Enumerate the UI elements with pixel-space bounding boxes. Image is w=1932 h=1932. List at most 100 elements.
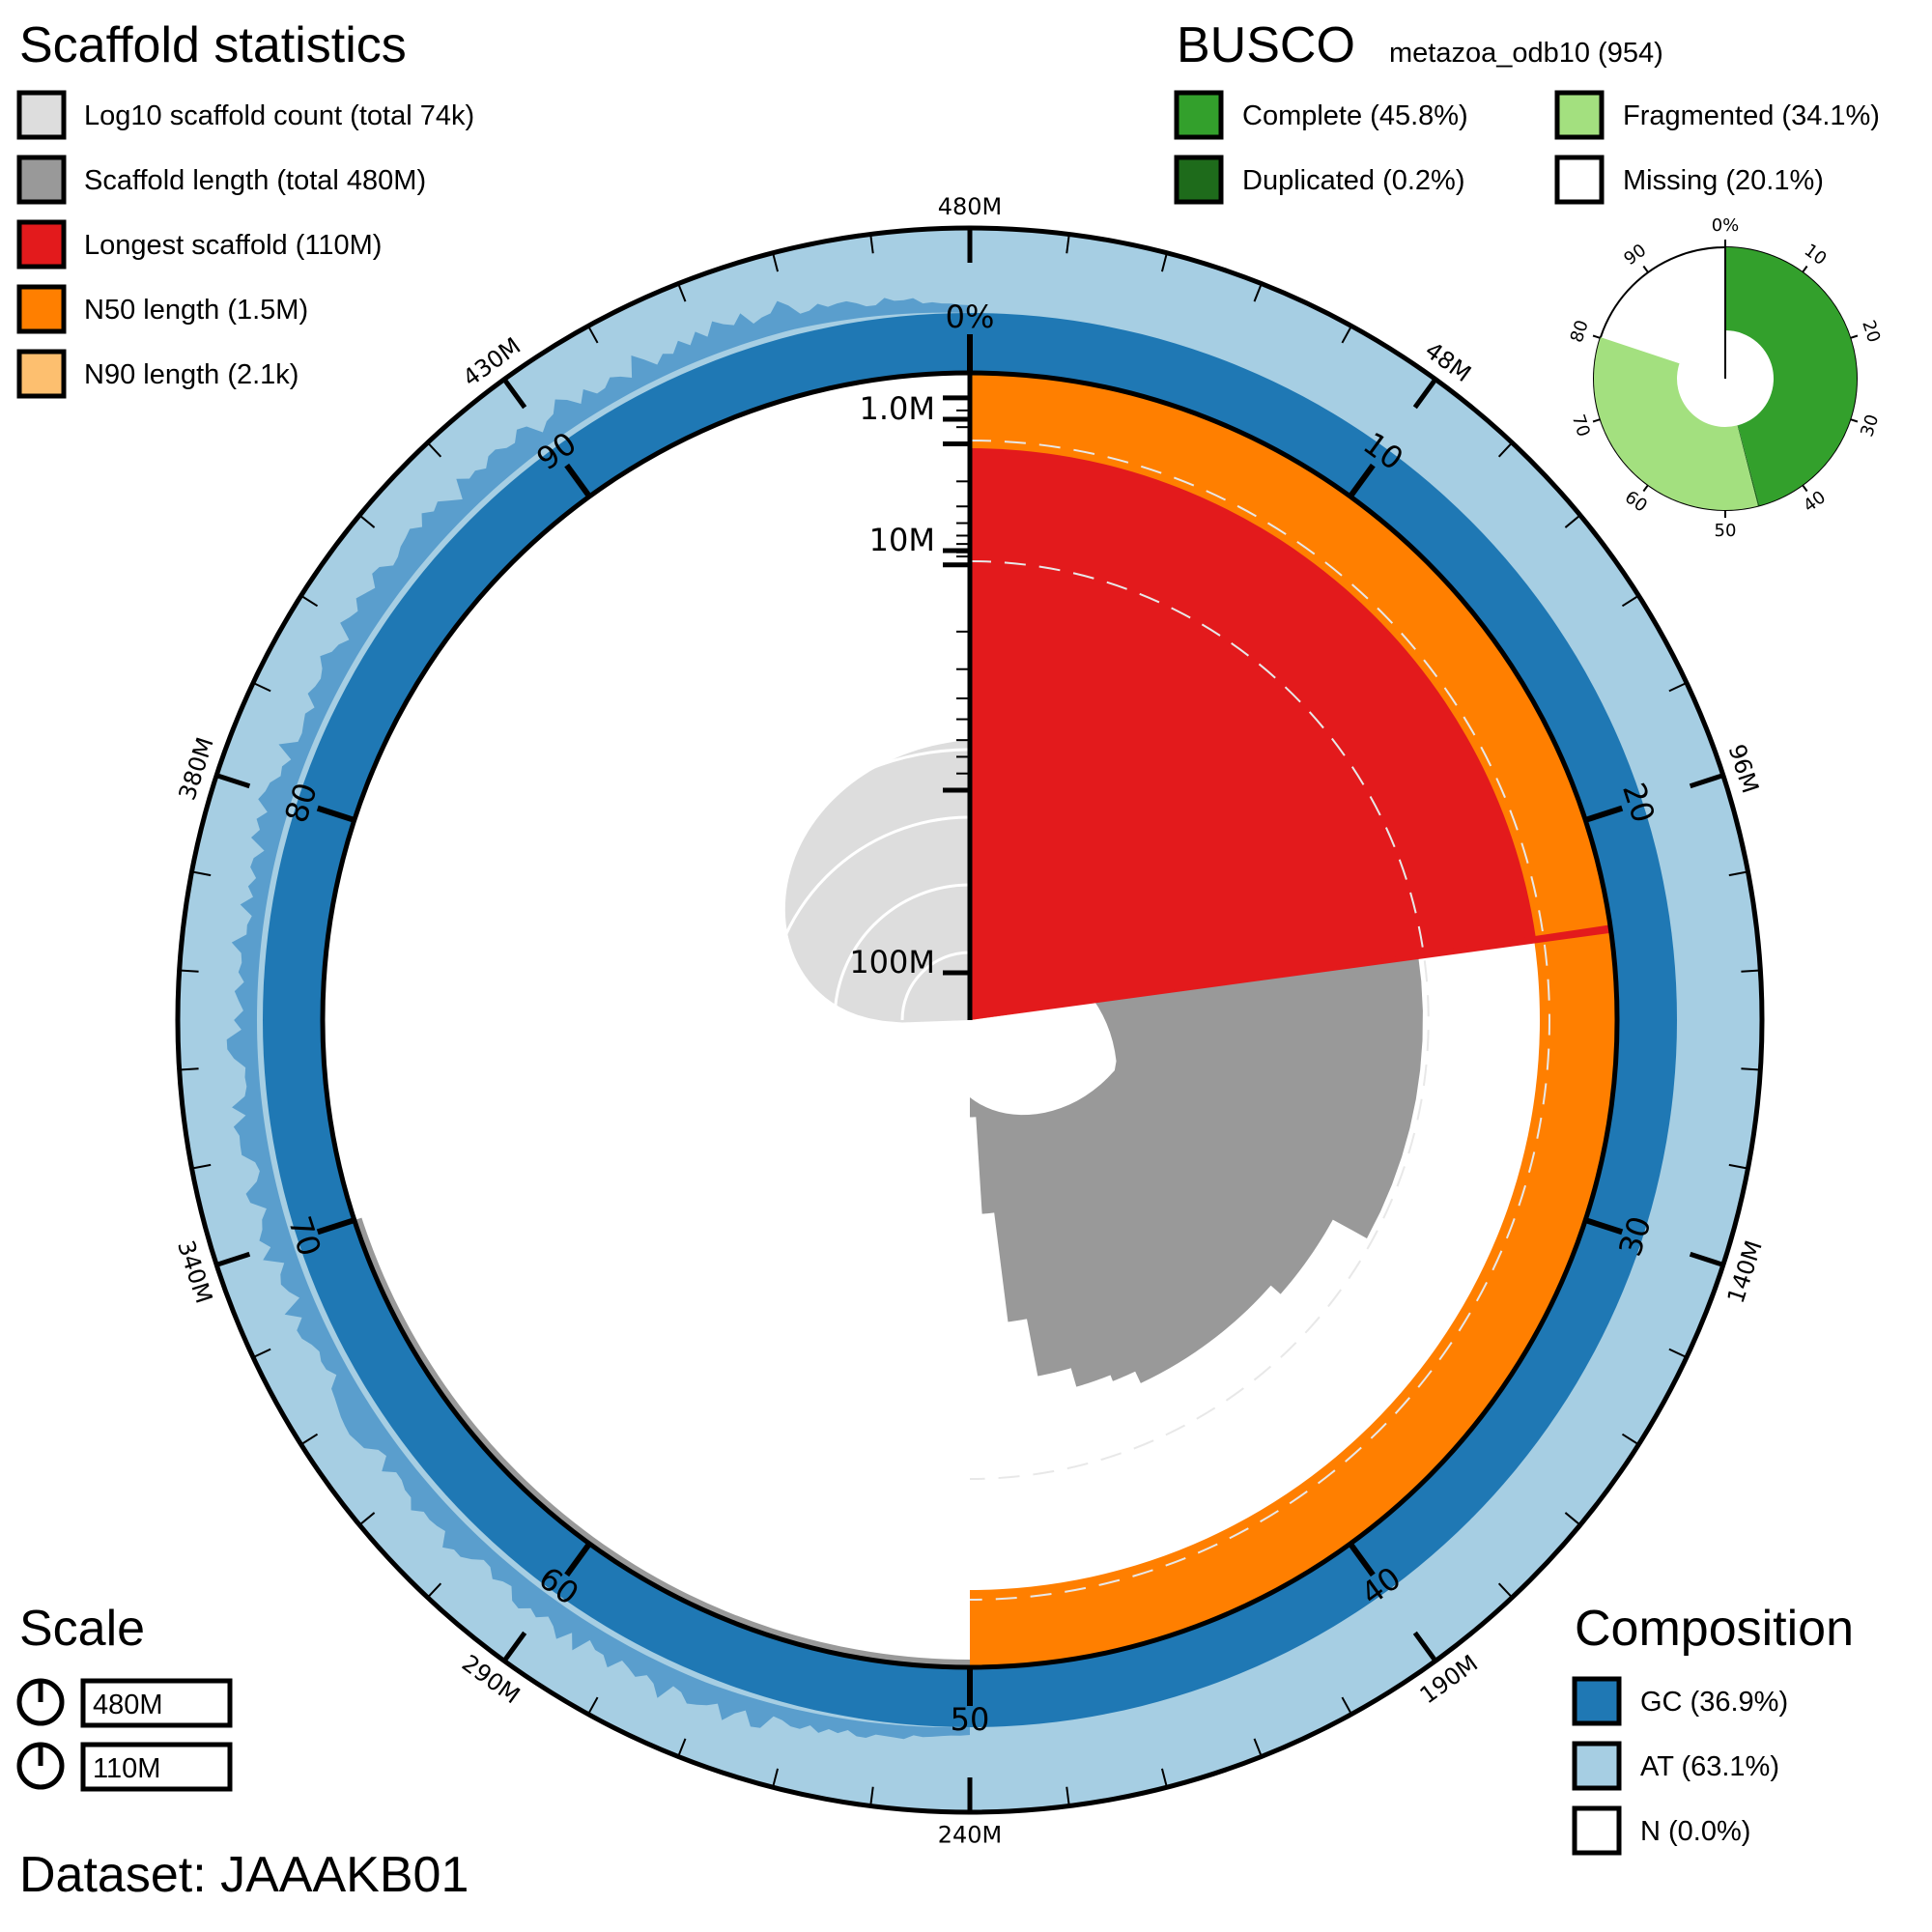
outer-scale-tick xyxy=(1253,283,1263,302)
scaffold-legend-label: Longest scaffold (110M) xyxy=(84,230,382,261)
outer-scale-tick xyxy=(252,681,271,693)
composition-legend-label: N (0.0%) xyxy=(1640,1816,1750,1847)
busco-title: BUSCO xyxy=(1177,17,1355,73)
busco-tick xyxy=(1642,265,1649,273)
scaffold-legend-swatch xyxy=(16,219,67,270)
outer-scale-label: 240M xyxy=(938,1822,1003,1849)
outer-scale-tick xyxy=(677,1738,687,1757)
outer-scale-tick xyxy=(179,1067,199,1071)
outer-scale-tick xyxy=(1564,1512,1581,1526)
scale-value-box xyxy=(80,1742,233,1792)
outer-scale-tick xyxy=(1160,1768,1168,1788)
busco-legend-swatch xyxy=(1174,90,1224,140)
outer-scale-tick xyxy=(501,378,527,410)
busco-tick-label: 0% xyxy=(1712,215,1740,236)
busco-complete-arc xyxy=(1725,247,1857,506)
percent-tick xyxy=(1584,805,1624,823)
outer-scale-tick xyxy=(1668,1348,1688,1359)
outer-scale-tick xyxy=(677,283,687,302)
scale-value-box xyxy=(80,1678,233,1728)
busco-legend-label: Complete (45.8%) xyxy=(1242,100,1468,131)
scaffold-legend-label: N50 length (1.5M) xyxy=(84,295,308,326)
busco-legend-label: Fragmented (34.1%) xyxy=(1623,100,1880,131)
busco-donut-chart: 0% 10 20 30 40 50 60 70 80 90 xyxy=(1567,215,1885,541)
percent-tick xyxy=(316,805,355,823)
busco-legend-label: Missing (20.1%) xyxy=(1623,165,1824,196)
outer-scale-tick xyxy=(587,1696,599,1716)
busco-tick xyxy=(1802,265,1808,273)
outer-scale-tick xyxy=(1412,1631,1438,1662)
log10-count-gridline xyxy=(765,815,969,1021)
outer-scale-tick xyxy=(179,969,199,973)
outer-scale-tick xyxy=(191,1163,212,1170)
busco-duplicated-arc xyxy=(1737,425,1760,506)
outer-scale-tick xyxy=(1497,1582,1514,1599)
outer-scale-tick xyxy=(426,441,442,458)
outer-scale-tick xyxy=(1668,681,1688,693)
busco-tick-label: 90 xyxy=(1620,241,1650,270)
composition-legend-swatch xyxy=(1572,1805,1622,1856)
composition-legend-label: AT (63.1%) xyxy=(1640,1751,1779,1782)
outer-scale-tick xyxy=(1741,1067,1761,1071)
busco-legend-swatch xyxy=(1554,90,1605,140)
busco-lineage: metazoa_odb10 (954) xyxy=(1389,38,1663,69)
log10-count-gridline xyxy=(900,951,970,1021)
busco-tick-label: 60 xyxy=(1621,487,1651,516)
outer-scale-tick xyxy=(1253,1738,1263,1757)
radial-axis-label: 1.0M xyxy=(860,390,936,427)
log10-count-spiral xyxy=(784,740,970,1023)
busco-tick-label: 20 xyxy=(1858,318,1884,345)
scale-title: Scale xyxy=(19,1601,145,1657)
scaffold-legend-swatch xyxy=(16,155,67,205)
longest-scaffold-wedge xyxy=(970,448,1536,1020)
percent-tick xyxy=(1584,1217,1624,1236)
outer-scale-tick xyxy=(587,325,599,344)
busco-tick xyxy=(1642,484,1649,493)
busco-tick xyxy=(1802,484,1808,493)
scaffold-length-area xyxy=(970,894,1423,1387)
percent-tick xyxy=(1348,1542,1376,1577)
log10-count-gridline xyxy=(697,748,969,1021)
busco-tick-label: 10 xyxy=(1801,241,1831,270)
composition-legend-label: GC (36.9%) xyxy=(1640,1687,1788,1718)
busco-legend-swatch xyxy=(1174,155,1224,205)
percent-tick xyxy=(564,463,592,498)
outer-scale-tick xyxy=(215,1251,251,1267)
scaffold-stats-title: Scaffold statistics xyxy=(19,17,407,73)
n50-arc-band xyxy=(970,926,1617,1667)
scaffold-legend-swatch xyxy=(16,349,67,399)
outer-scale-tick xyxy=(300,1433,319,1446)
outer-scale-tick xyxy=(772,1768,780,1788)
composition-legend-swatch xyxy=(1572,1741,1622,1791)
busco-tick xyxy=(1592,334,1601,339)
outer-scale-label: 480M xyxy=(938,193,1003,220)
outer-scale-tick xyxy=(358,1512,376,1526)
outer-scale-tick xyxy=(1564,514,1581,528)
outer-scale-tick xyxy=(1341,1696,1352,1716)
outer-scale-tick xyxy=(358,514,376,528)
outer-scale-tick xyxy=(772,252,780,272)
percent-label: 0% xyxy=(946,298,995,335)
percent-tick xyxy=(564,1542,592,1577)
outer-scale-tick xyxy=(1341,325,1352,344)
scale-value-label: 110M xyxy=(93,1753,160,1784)
scale-value-label: 480M xyxy=(93,1690,163,1720)
outer-scale-tick xyxy=(215,773,251,789)
scaffold-stats-legend: Scaffold statistics Log10 scaffold count… xyxy=(16,17,474,399)
outer-scale-tick xyxy=(300,594,319,608)
percent-label: 50 xyxy=(951,1701,990,1738)
outer-scale-tick xyxy=(1412,378,1438,410)
outer-scale-tick xyxy=(426,1582,442,1599)
outer-scale-tick xyxy=(869,234,874,254)
scaffold-legend-label: Scaffold length (total 480M) xyxy=(84,165,426,196)
outer-scale-tick xyxy=(869,1786,874,1806)
busco-legend: BUSCO metazoa_odb10 (954) Complete (45.8… xyxy=(1174,17,1880,205)
outer-scale-tick xyxy=(1741,969,1761,973)
scale-legend: Scale 480M 110M xyxy=(16,1601,233,1792)
outer-scale-tick xyxy=(1621,594,1639,608)
busco-tick xyxy=(1592,418,1601,423)
outer-scale-tick xyxy=(1689,773,1724,789)
outer-scale-tick xyxy=(1065,1786,1070,1806)
busco-legend-label: Duplicated (0.2%) xyxy=(1242,165,1465,196)
